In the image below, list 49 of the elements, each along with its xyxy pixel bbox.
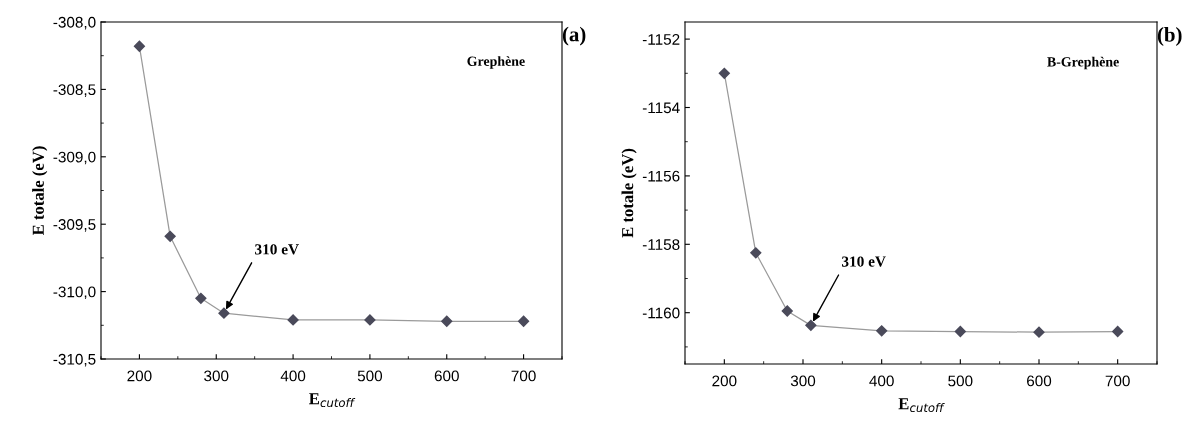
y-tick-label: -1156 [642, 170, 680, 182]
y-tick-label: -1158 [642, 239, 680, 250]
point [1112, 325, 1124, 338]
y-tick-label: -1154 [642, 102, 680, 114]
x-tick-label: 500 [357, 370, 383, 382]
chart-title: (b) [1157, 27, 1182, 46]
x-tick-label: 200 [712, 375, 737, 387]
point [781, 305, 793, 317]
y-tick-label: -308,5 [53, 84, 96, 97]
x-tick-label: 700 [1105, 375, 1130, 387]
point [133, 40, 146, 52]
x-tick-label: 600 [1027, 375, 1052, 387]
annotation: Grephène [467, 56, 525, 69]
point [517, 315, 530, 327]
y-tick-label: -1152 [642, 33, 680, 45]
y-tick-label: -310,0 [53, 286, 96, 300]
x-axis-title: E$_{cutoff}$ [898, 398, 945, 413]
point [750, 247, 762, 259]
point [218, 307, 230, 319]
annotation: B-Grephène [1047, 56, 1119, 70]
y-axis-title: E totale (eV) [621, 148, 637, 238]
point [164, 230, 176, 242]
y-tick-label: -309,0 [53, 151, 96, 165]
x-tick-label: 500 [948, 375, 973, 387]
y-tick-label: -309,5 [53, 219, 96, 232]
y-tick-label: -308,0 [53, 16, 96, 30]
x-tick-label: 200 [127, 370, 152, 382]
annotation: 310 eV [255, 244, 299, 255]
x-tick-label: 400 [280, 370, 306, 382]
x-tick-label: 600 [434, 370, 459, 382]
chart-title: (a) [562, 26, 586, 46]
x-tick-label: 300 [204, 370, 229, 382]
y-axis-title: E totale (eV) [32, 146, 48, 236]
point [364, 314, 376, 326]
x-tick-label: 300 [790, 375, 816, 387]
y-tick-label: -1160 [642, 307, 680, 319]
annotation: 310 eV [842, 256, 886, 267]
point [805, 319, 817, 331]
point [441, 315, 453, 327]
x-tick-label: 700 [511, 370, 536, 382]
point [876, 325, 888, 337]
point [1033, 326, 1045, 338]
x-axis-title: E$_{cutoff}$ [309, 393, 356, 408]
point [954, 325, 966, 338]
point [718, 67, 730, 79]
point [195, 292, 207, 304]
point [287, 314, 299, 326]
y-tick-label: -310,5 [53, 353, 96, 367]
x-tick-label: 400 [869, 375, 894, 387]
